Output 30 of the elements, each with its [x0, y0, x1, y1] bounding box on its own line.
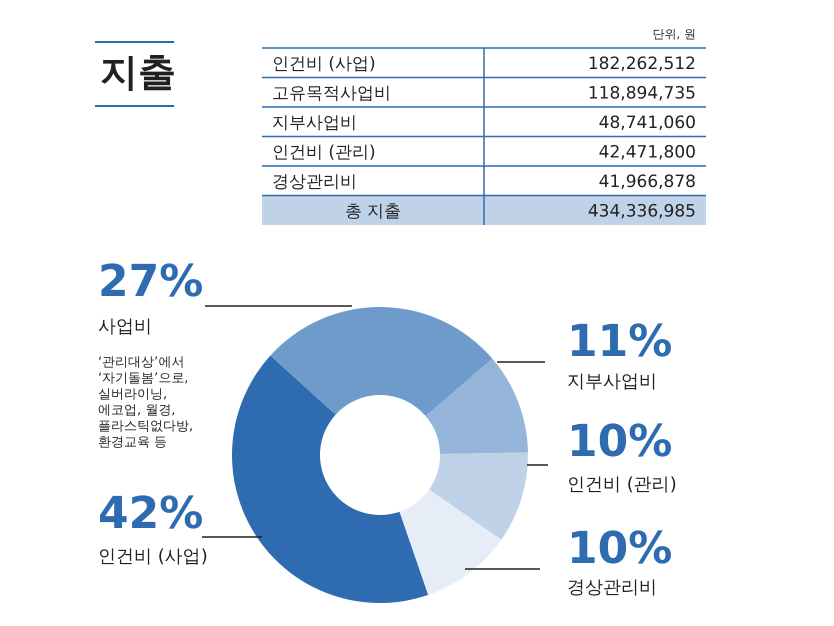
text: 단위, 원 — [652, 27, 696, 41]
category-label: 고유목적사업비 — [272, 83, 391, 104]
data-label: 27% — [98, 256, 204, 307]
category-label: 총 지출 — [344, 201, 402, 222]
data-label: 42,471,800 — [598, 142, 696, 162]
data-label: 10% — [567, 416, 672, 467]
donut-slice — [426, 358, 528, 454]
data-label: 11% — [567, 316, 672, 367]
slice-label: 지부사업비 — [567, 371, 657, 392]
category-label: 인건비 (관리) — [272, 142, 376, 162]
text: ‘관리대상’에서 ‘자기돌봄’으로, 실버라이닝, 에코업, 월경, 플라스틱없다방, 환경교육 등 — [98, 355, 194, 450]
data-label: 10% — [567, 523, 672, 574]
data-label: 182,262,512 — [588, 54, 696, 74]
category-label: 지부사업비 — [272, 112, 357, 133]
slice-label: 인건비 (관리) — [567, 474, 677, 495]
data-label: 48,741,060 — [598, 112, 696, 133]
donut-slice — [232, 356, 428, 603]
donut-slice — [400, 489, 502, 595]
text: 지출 — [100, 50, 176, 94]
category-label: 경상관리비 — [272, 172, 357, 192]
slice-label: 인건비 (사업) — [98, 546, 208, 567]
slice-label: 사업비 — [98, 316, 152, 337]
category-label: 인건비 (사업) — [272, 54, 376, 74]
donut-slice — [270, 307, 492, 416]
data-label: 118,894,735 — [588, 83, 696, 104]
slice-label: 경상관리비 — [567, 577, 657, 598]
data-label: 434,336,985 — [588, 201, 696, 222]
data-label: 41,966,878 — [598, 172, 696, 192]
donut-slice — [429, 452, 528, 540]
data-label: 42% — [98, 488, 204, 539]
